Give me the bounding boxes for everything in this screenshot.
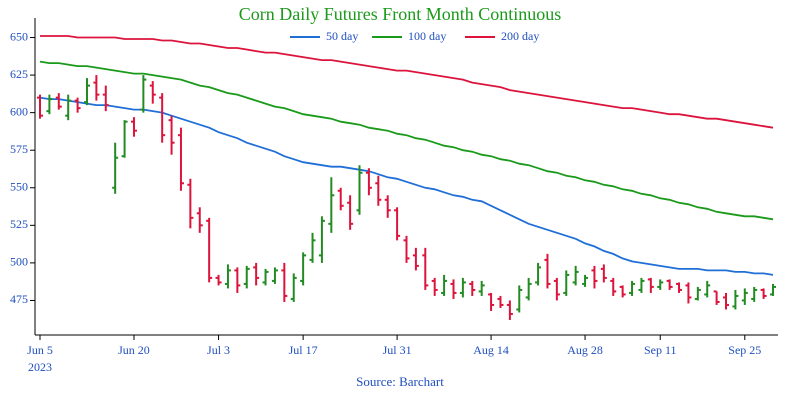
x-year-label: 2023 [28,360,52,374]
x-tick-label: Jul 17 [289,343,318,357]
y-tick-label: 600 [10,104,28,118]
y-tick-label: 500 [10,255,28,269]
y-tick-label: 475 [10,292,28,306]
x-tick-label: Sep 25 [728,343,761,357]
x-tick-label: Jul 3 [207,343,230,357]
y-tick-label: 625 [10,67,28,81]
x-tick-label: Sep 11 [644,343,677,357]
legend-label: 50 day [326,29,358,43]
x-tick-label: Aug 28 [567,343,603,357]
y-tick-label: 525 [10,217,28,231]
x-tick-label: Jun 20 [118,343,150,357]
ma-line [39,60,774,221]
x-tick-label: Aug 14 [473,343,509,357]
y-tick-label: 575 [10,142,28,156]
ma-line [40,35,774,129]
x-tick-label: Jun 5 [27,343,53,357]
legend-label: 200 day [501,29,539,43]
x-tick-label: Jul 31 [383,343,412,357]
legend-label: 100 day [408,29,446,43]
source: Source: Barchart [356,374,444,389]
y-tick-label: 650 [10,29,28,43]
chart-title: Corn Daily Futures Front Month Continuou… [239,4,562,24]
y-tick-label: 550 [10,180,28,194]
